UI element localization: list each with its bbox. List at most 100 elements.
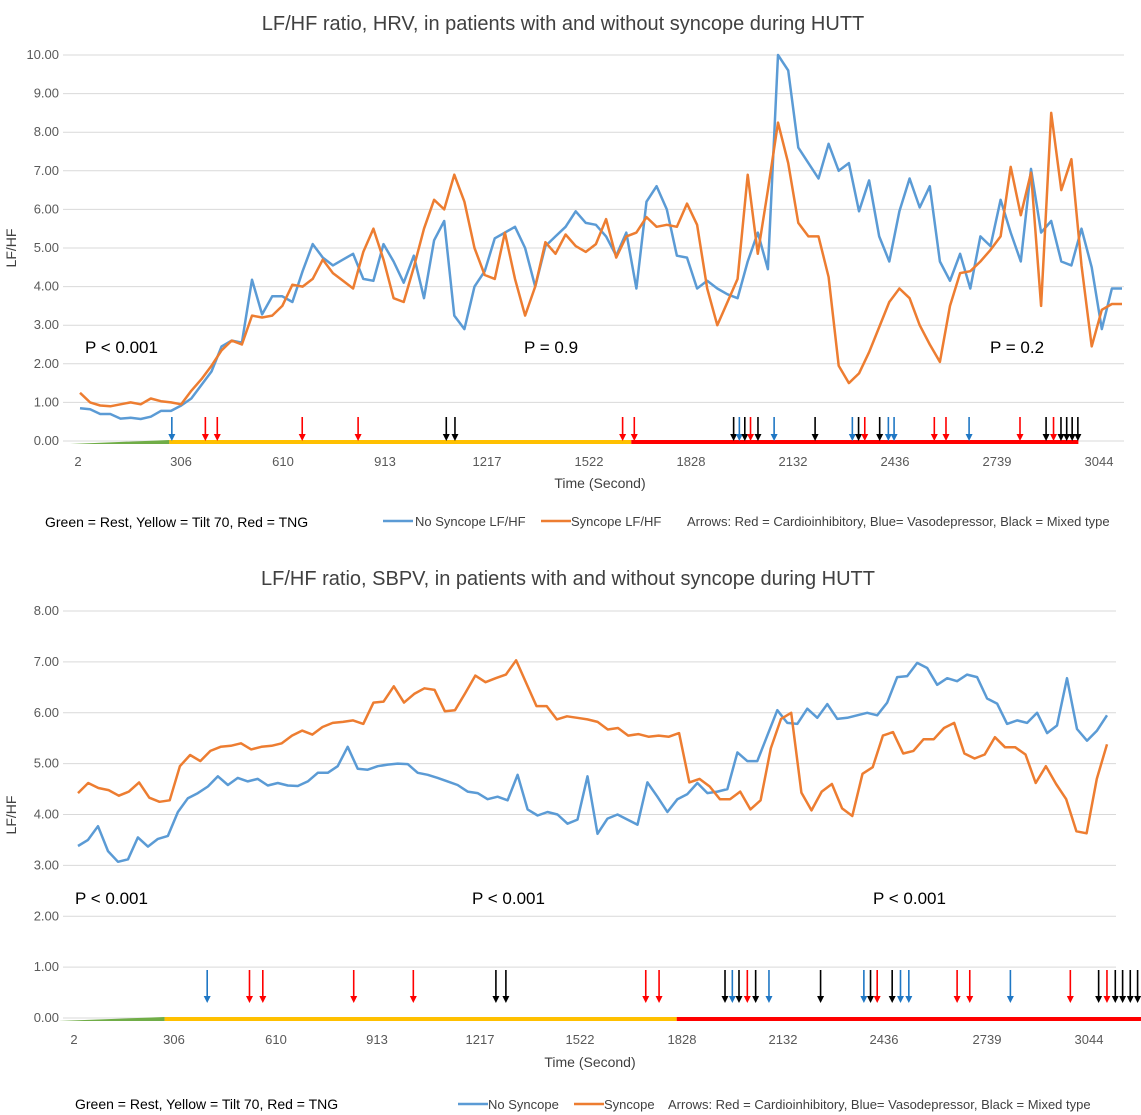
chart1-y-tick-label: 6.00 <box>34 201 59 216</box>
chart1-ylabel: LF/HF <box>3 229 19 268</box>
chart1-legend-no-syncope: No Syncope LF/HF <box>415 514 526 529</box>
chart1-y-tick-label: 8.00 <box>34 124 59 139</box>
chart1-arrow-red <box>1050 417 1058 441</box>
chart1-arrow-black <box>1042 417 1050 441</box>
chart1-title: LF/HF ratio, HRV, in patients with and w… <box>262 13 865 35</box>
chart2-arrow-black <box>752 970 760 1003</box>
chart1-arrow-blue <box>735 417 743 441</box>
chart1-arrow-legend: Arrows: Red = Cardioinhibitory, Blue= Va… <box>687 514 1110 529</box>
chart1-arrow-red <box>298 417 306 441</box>
chart1-arrow-red <box>354 417 362 441</box>
chart1-y-tick-label: 3.00 <box>34 317 59 332</box>
chart1-y-tick-label: 0.00 <box>34 433 59 448</box>
chart1-arrow-black <box>442 417 450 441</box>
chart1-x-tick-label: 913 <box>374 454 396 469</box>
chart2-x-tick-label: 913 <box>366 1032 388 1047</box>
chart2-arrow-black <box>1134 970 1141 1003</box>
chart1-y-tick-label: 9.00 <box>34 86 59 101</box>
chart1-arrow-red <box>861 417 869 441</box>
chart1-y-tick-label: 1.00 <box>34 394 59 409</box>
chart1-y-tick-label: 5.00 <box>34 240 59 255</box>
chart1-arrow-black <box>1074 417 1082 441</box>
chart2-arrow-black <box>502 970 510 1003</box>
chart1-arrow-black <box>876 417 884 441</box>
chart2-arrow-red <box>259 970 267 1003</box>
chart1-arrow-red <box>630 417 638 441</box>
chart1-arrow-red <box>201 417 209 441</box>
chart1-y-tick-label: 7.00 <box>34 163 59 178</box>
chart2-x-tick-label: 3044 <box>1075 1032 1104 1047</box>
chart1-y-tick-label: 2.00 <box>34 356 59 371</box>
chart2-phase-legend: Green = Rest, Yellow = Tilt 70, Red = TN… <box>75 1096 338 1112</box>
chart1-phase-tng <box>631 440 1079 444</box>
chart2-legend-syncope: Syncope <box>604 1097 655 1112</box>
chart1-y-tick-label: 4.00 <box>34 279 59 294</box>
chart2-arrow-black <box>1111 970 1119 1003</box>
chart2-y-tick-label: 2.00 <box>34 908 59 923</box>
hrv-chart: LF/HF ratio, HRV, in patients with and w… <box>3 13 1124 530</box>
chart2-arrow-black <box>888 970 896 1003</box>
chart2-y-tick-label: 3.00 <box>34 857 59 872</box>
chart1-arrow-blue <box>168 417 176 441</box>
chart1-arrow-black <box>811 417 819 441</box>
chart1-x-tick-label: 610 <box>272 454 294 469</box>
chart2-arrow-black <box>721 970 729 1003</box>
chart2-arrow-red <box>350 970 358 1003</box>
chart2-arrow-blue <box>728 970 736 1003</box>
chart2-ylabel: LF/HF <box>3 796 19 835</box>
chart1-arrow-red <box>1016 417 1024 441</box>
chart2-arrow-red <box>743 970 751 1003</box>
chart2-x-tick-label: 1522 <box>566 1032 595 1047</box>
chart1-arrow-black <box>730 417 738 441</box>
chart2-phase-tng <box>676 1017 1141 1021</box>
chart1-arrow-black <box>1057 417 1065 441</box>
chart2-x-tick-label: 2 <box>70 1032 77 1047</box>
chart1-pval-rest: P < 0.001 <box>85 338 158 357</box>
chart1-phase-tilt-70 <box>169 440 632 444</box>
chart1-x-tick-label: 2 <box>74 454 81 469</box>
chart1-series-no-syncope <box>79 53 1122 421</box>
chart1-x-tick-label: 1522 <box>575 454 604 469</box>
chart1-x-tick-label: 306 <box>170 454 192 469</box>
chart2-arrow-blue <box>1006 970 1014 1003</box>
chart2-arrow-blue <box>765 970 773 1003</box>
chart1-arrow-red <box>942 417 950 441</box>
chart1-arrow-red <box>213 417 221 441</box>
chart1-x-tick-label: 3044 <box>1085 454 1114 469</box>
chart2-pval-rest: P < 0.001 <box>75 889 148 908</box>
chart2-arrow-red <box>642 970 650 1003</box>
chart1-arrow-black <box>451 417 459 441</box>
chart2-title: LF/HF ratio, SBPV, in patients with and … <box>261 568 875 590</box>
chart1-arrow-blue <box>770 417 778 441</box>
chart1-arrow-blue <box>848 417 856 441</box>
chart1-arrow-blue <box>890 417 898 441</box>
chart2-phase-rest <box>58 1017 165 1021</box>
chart2-arrow-blue <box>860 970 868 1003</box>
chart2-arrow-blue <box>905 970 913 1003</box>
sbpv-chart: LF/HF ratio, SBPV, in patients with and … <box>3 568 1141 1112</box>
chart2-x-tick-label: 2739 <box>973 1032 1002 1047</box>
chart2-arrow-red <box>873 970 881 1003</box>
chart2-arrow-blue <box>203 970 211 1003</box>
chart1-pval-tilt: P = 0.9 <box>524 338 578 357</box>
chart2-arrow-red <box>953 970 961 1003</box>
chart2-arrow-red <box>966 970 974 1003</box>
chart2-arrow-black <box>817 970 825 1003</box>
chart2-y-tick-label: 0.00 <box>34 1010 59 1025</box>
chart1-arrow-red <box>930 417 938 441</box>
chart2-arrow-black <box>867 970 875 1003</box>
chart2-arrow-blue <box>897 970 904 1003</box>
chart2-arrow-red <box>1066 970 1074 1003</box>
chart2-x-tick-label: 2132 <box>769 1032 798 1047</box>
chart2-x-tick-label: 610 <box>265 1032 287 1047</box>
chart2-xlabel: Time (Second) <box>544 1054 635 1070</box>
chart1-arrow-black <box>855 417 863 441</box>
chart1-arrow-red <box>619 417 627 441</box>
chart1-pval-tng: P = 0.2 <box>990 338 1044 357</box>
chart1-x-tick-label: 1828 <box>677 454 706 469</box>
chart2-arrow-black <box>492 970 500 1003</box>
chart1-arrow-black <box>1068 417 1076 441</box>
chart2-y-tick-label: 6.00 <box>34 705 59 720</box>
chart2-x-tick-label: 2436 <box>870 1032 899 1047</box>
